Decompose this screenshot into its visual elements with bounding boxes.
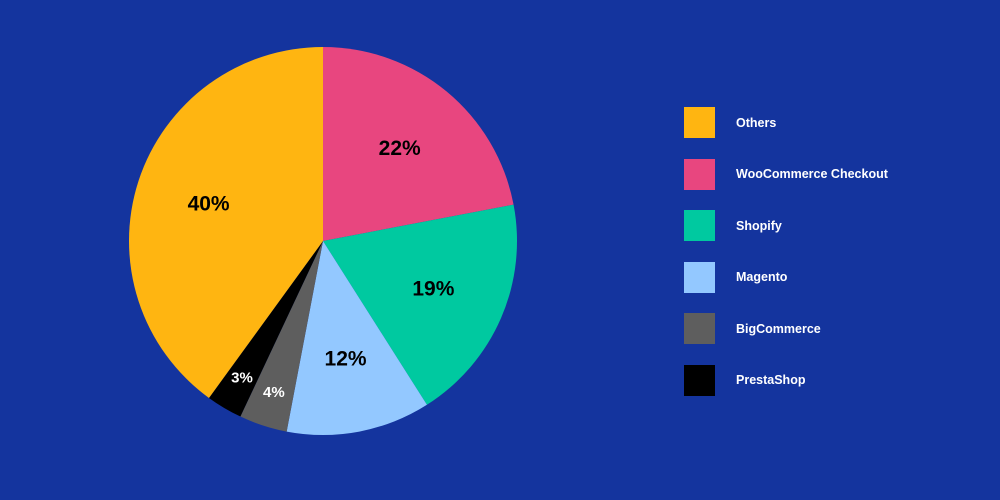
legend-swatch: [684, 107, 715, 138]
pie-slice-labels: 22% 19% 12% 4% 3% 40%: [188, 137, 455, 401]
legend-label: WooCommerce Checkout: [736, 167, 888, 181]
pie-slice-label-prestashop: 3%: [231, 369, 253, 386]
pie-slice-label-bigcommerce: 4%: [263, 384, 285, 401]
pie-slice-shopify: [323, 204, 517, 405]
legend-item-bigcommerce: BigCommerce: [684, 313, 984, 344]
legend-item-shopify: Shopify: [684, 210, 984, 241]
legend-label: Shopify: [736, 218, 782, 233]
legend-swatch: [684, 158, 715, 190]
legend-item-woocommerce-checkout: WooCommerce Checkout: [684, 158, 984, 190]
pie-slices: [129, 47, 517, 436]
pie-slice-bigcommerce: [240, 241, 323, 432]
pie-slice-label-others: 40%: [188, 192, 230, 215]
pie-slice-label-shopify: 19%: [412, 277, 454, 300]
pie-slice-label-magento: 12%: [325, 348, 367, 371]
pie-slice-label-woocommerce-checkout: 22%: [379, 137, 421, 160]
legend-item-prestashop: PrestaShop: [684, 364, 984, 396]
legend-label: Others: [736, 115, 777, 130]
legend-swatch: [684, 261, 715, 293]
pie-slice-others: [129, 47, 323, 398]
legend: Others WooCommerce Checkout Shopify Magento…: [684, 107, 984, 416]
legend-item-magento: Magento: [684, 261, 984, 293]
legend-swatch: [684, 313, 715, 344]
pie-slice-magento: [286, 241, 427, 436]
legend-label: Magento: [736, 270, 788, 284]
legend-swatch: [684, 210, 715, 241]
legend-label: BigCommerce: [736, 321, 821, 336]
pie-slice-woocommerce-checkout: [323, 47, 514, 241]
legend-item-others: Others: [684, 107, 984, 138]
legend-swatch: [684, 364, 715, 396]
legend-label: PrestaShop: [736, 373, 806, 387]
pie-slice-prestashop: [208, 241, 323, 417]
